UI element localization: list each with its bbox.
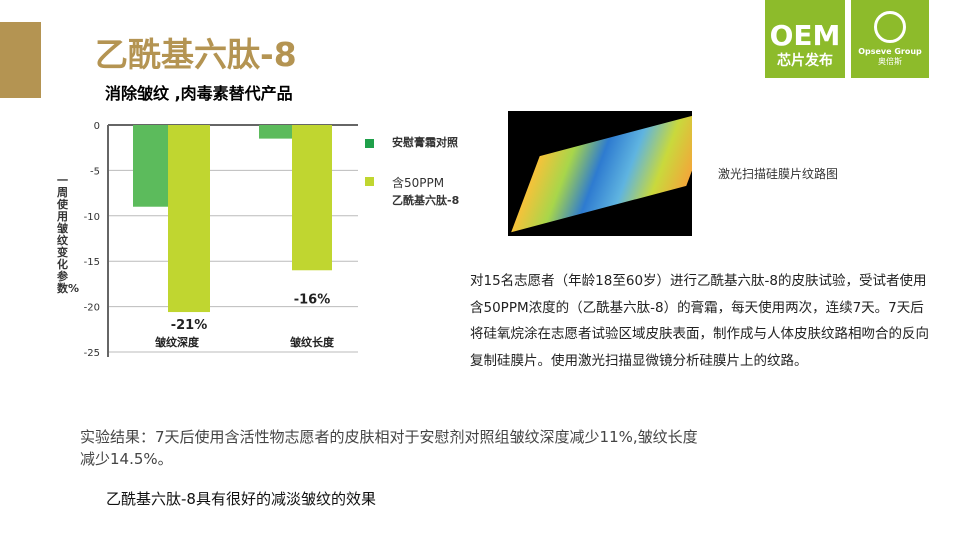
experiment-result: 实验结果：7天后使用含活性物志愿者的皮肤相对于安慰剂对照组皱纹深度减少11%,皱… (80, 428, 698, 468)
bar-control (133, 125, 168, 207)
data-label: -21% (171, 318, 208, 333)
legend-label-treatment-1: 含50PPM (392, 176, 445, 190)
conclusion: 乙酰基六肽-8具有很好的减淡皱纹的效果 (106, 490, 376, 508)
group-name: Opseve Group (858, 47, 922, 56)
x-category-label: 皱纹深度 (154, 335, 200, 349)
oem-subtext: 芯片发布 (777, 53, 833, 69)
y-axis-label: 一周使用皱纹变化参数% (57, 174, 80, 295)
opseve-logo: Opseve Group 奥倍斯 (851, 0, 929, 78)
ring-logo-icon (874, 11, 906, 43)
bar-treatment (168, 125, 210, 313)
bar-control (259, 125, 292, 139)
y-tick-label: -20 (84, 303, 100, 314)
oem-text: OEM (769, 19, 841, 52)
legend-label-treatment-2: 乙酰基六肽-8 (392, 194, 460, 207)
bar-chart: 0 -5 -10 -15 -20 -25 -21% 皱纹深度 -16% 皱纹长度 (84, 121, 358, 359)
legend-label-control: 安慰膏霜对照 (392, 136, 458, 149)
experiment-description: 对15名志愿者（年龄18至60岁）进行乙酰基六肽-8的皮肤试验，受试者使用含50… (470, 273, 929, 369)
y-tick-label: -15 (84, 257, 100, 268)
y-tick-label: -10 (84, 212, 100, 223)
bar-treatment (292, 125, 332, 271)
legend-swatch-control (365, 139, 374, 148)
y-tick-label: 0 (94, 121, 100, 132)
image-caption: 激光扫描硅膜片纹路图 (718, 167, 839, 181)
group-name-cn: 奥倍斯 (878, 57, 902, 66)
oem-logo: OEM 芯片发布 (765, 0, 845, 78)
x-category-label: 皱纹长度 (289, 335, 335, 349)
accent-bar (0, 22, 41, 98)
laser-scan-image (508, 111, 692, 236)
y-tick-label: -25 (84, 348, 100, 359)
data-label: -16% (294, 292, 331, 307)
page-subtitle: 消除皱纹 ,肉毒素替代产品 (105, 84, 293, 103)
y-tick-label: -5 (90, 166, 100, 177)
page-title: 乙酰基六肽-8 (95, 35, 297, 74)
legend-swatch-treatment (365, 177, 374, 186)
